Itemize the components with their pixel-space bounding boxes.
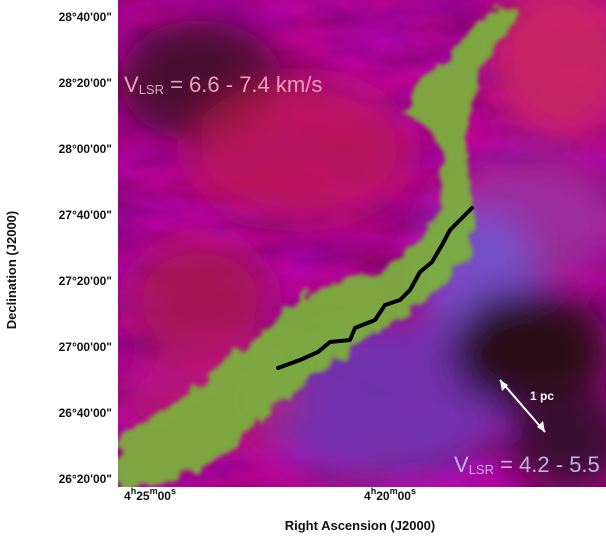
unit: h [131, 486, 137, 496]
symbol: V [454, 452, 469, 477]
y-tick-label: 28°20'00" [59, 76, 112, 90]
unit: m [390, 486, 398, 496]
y-tick-label: 26°20'00" [59, 472, 112, 486]
range: = 4.2 - 5.5 km/s [494, 452, 606, 477]
velocity-annotation: VLSR = 6.6 - 7.4 km/s [124, 72, 322, 98]
x-axis-label: Right Ascension (J2000) [285, 518, 436, 533]
sky-image [118, 0, 606, 487]
range: = 6.6 - 7.4 km/s [164, 72, 322, 97]
x-tick-label: 4h20m00s [364, 486, 416, 503]
symbol: V [124, 72, 139, 97]
unit: s [411, 486, 416, 496]
y-tick-label: 27°20'00" [59, 274, 112, 288]
number: 25 [136, 489, 150, 503]
velocity-annotation: VLSR = 4.2 - 5.5 km/s [454, 452, 606, 478]
y-tick-label: 28°40'00" [59, 10, 112, 24]
number: 00 [398, 489, 412, 503]
y-axis-label: Declination (J2000) [4, 211, 19, 330]
y-tick-label: 28°00'00" [59, 142, 112, 156]
subscript: LSR [469, 462, 494, 477]
y-tick-label: 26°40'00" [59, 406, 112, 420]
unit: m [150, 486, 158, 496]
number: 00 [158, 489, 172, 503]
number: 4 [124, 489, 131, 503]
x-tick-label: 4h25m00s [124, 486, 176, 503]
subscript: LSR [139, 82, 164, 97]
unit: s [171, 486, 176, 496]
scale-label: 1 pc [530, 389, 554, 403]
number: 4 [364, 489, 371, 503]
y-tick-label: 27°00'00" [59, 340, 112, 354]
y-tick-label: 27°40'00" [59, 208, 112, 222]
unit: h [371, 486, 377, 496]
number: 20 [376, 489, 390, 503]
scale-bar [499, 379, 546, 433]
